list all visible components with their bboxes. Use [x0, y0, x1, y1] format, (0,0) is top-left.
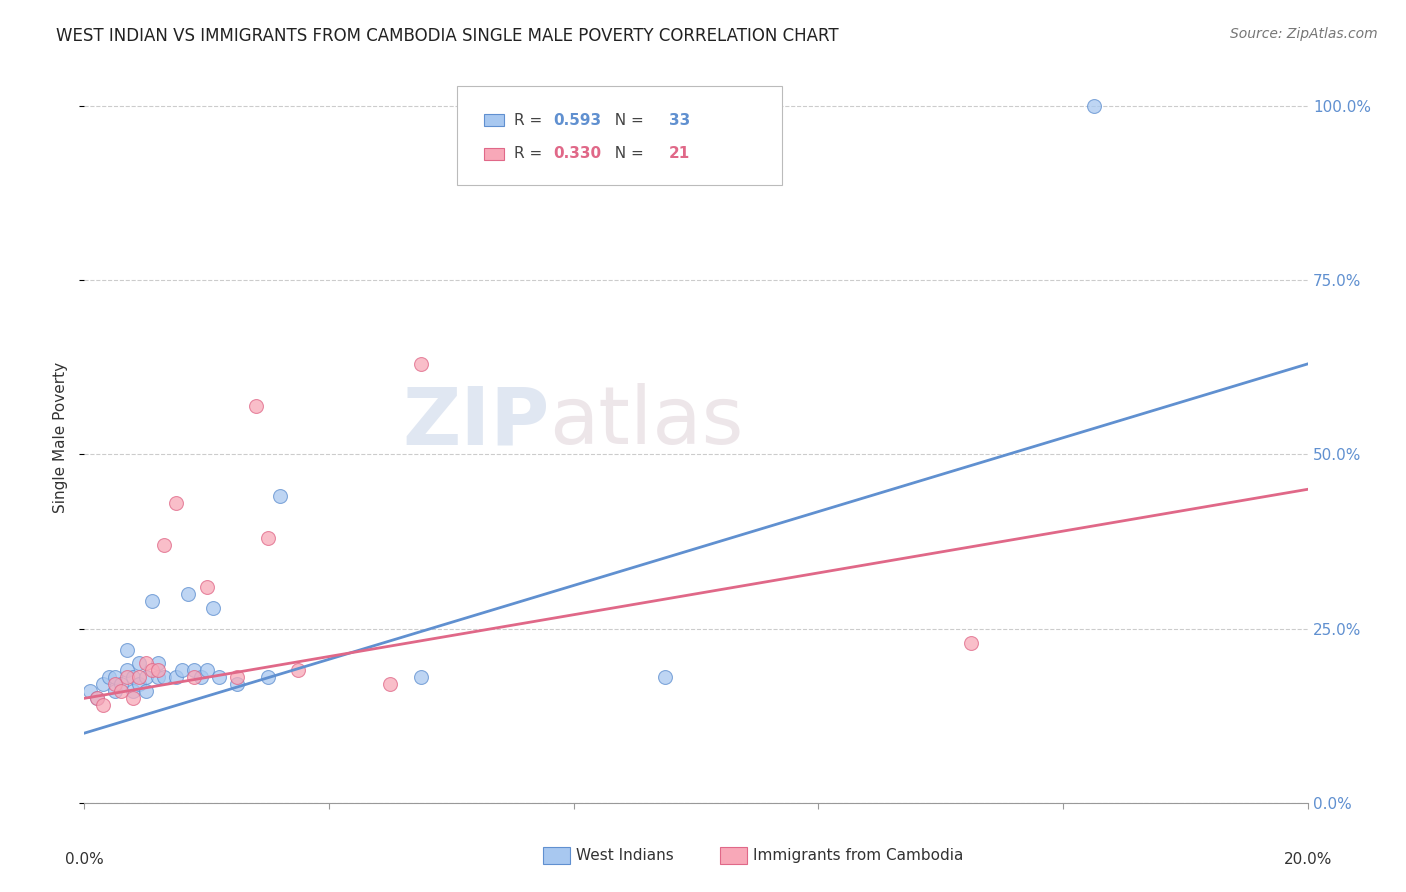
Point: [128, 677, 150, 691]
Point: [245, 399, 267, 413]
Point: [226, 677, 249, 691]
Point: [409, 670, 432, 684]
Text: 0.593: 0.593: [553, 112, 600, 128]
Point: [104, 677, 127, 691]
Point: [208, 670, 231, 684]
Point: [141, 594, 163, 608]
Point: [165, 496, 187, 510]
Point: [1083, 99, 1105, 113]
FancyBboxPatch shape: [720, 847, 748, 863]
Point: [135, 684, 157, 698]
Y-axis label: Single Male Poverty: Single Male Poverty: [53, 361, 69, 513]
Text: atlas: atlas: [550, 384, 744, 461]
Point: [91, 677, 114, 691]
Point: [146, 657, 169, 671]
Text: 21: 21: [669, 146, 690, 161]
Point: [86, 691, 108, 706]
Text: 20.0%: 20.0%: [1284, 852, 1331, 866]
Point: [146, 670, 169, 684]
Text: 33: 33: [669, 112, 690, 128]
Point: [654, 670, 676, 684]
Point: [91, 698, 114, 713]
Point: [190, 670, 212, 684]
Point: [122, 670, 145, 684]
Point: [97, 670, 120, 684]
Text: ZIP: ZIP: [402, 384, 550, 461]
Text: N =: N =: [606, 146, 650, 161]
Text: R =: R =: [513, 112, 547, 128]
Point: [104, 684, 127, 698]
Point: [409, 357, 432, 371]
Point: [269, 489, 291, 503]
Text: Immigrants from Cambodia: Immigrants from Cambodia: [754, 848, 965, 863]
Point: [380, 677, 402, 691]
FancyBboxPatch shape: [484, 148, 503, 160]
Point: [110, 684, 132, 698]
Point: [172, 664, 194, 678]
Text: R =: R =: [513, 146, 547, 161]
Point: [86, 691, 108, 706]
Point: [195, 580, 218, 594]
Point: [79, 684, 101, 698]
Point: [153, 670, 176, 684]
Point: [287, 664, 309, 678]
Text: 0.330: 0.330: [553, 146, 600, 161]
Point: [257, 531, 280, 545]
Point: [128, 657, 150, 671]
Point: [128, 670, 150, 684]
FancyBboxPatch shape: [457, 86, 782, 185]
Point: [135, 657, 157, 671]
Point: [122, 691, 145, 706]
Text: N =: N =: [606, 112, 650, 128]
Point: [104, 670, 127, 684]
Point: [115, 670, 138, 684]
Point: [177, 587, 200, 601]
Point: [183, 664, 205, 678]
Point: [135, 670, 157, 684]
Point: [115, 664, 138, 678]
Text: West Indians: West Indians: [576, 848, 673, 863]
Point: [183, 670, 205, 684]
Point: [165, 670, 187, 684]
Text: WEST INDIAN VS IMMIGRANTS FROM CAMBODIA SINGLE MALE POVERTY CORRELATION CHART: WEST INDIAN VS IMMIGRANTS FROM CAMBODIA …: [56, 27, 839, 45]
Point: [153, 538, 176, 552]
Point: [257, 670, 280, 684]
Point: [195, 664, 218, 678]
FancyBboxPatch shape: [484, 114, 503, 126]
Point: [201, 600, 224, 615]
Point: [960, 635, 983, 649]
Point: [110, 677, 132, 691]
Point: [122, 684, 145, 698]
Point: [141, 664, 163, 678]
Text: 0.0%: 0.0%: [65, 852, 104, 866]
FancyBboxPatch shape: [543, 847, 569, 863]
Point: [226, 670, 249, 684]
Point: [146, 664, 169, 678]
Point: [115, 642, 138, 657]
Text: Source: ZipAtlas.com: Source: ZipAtlas.com: [1230, 27, 1378, 41]
